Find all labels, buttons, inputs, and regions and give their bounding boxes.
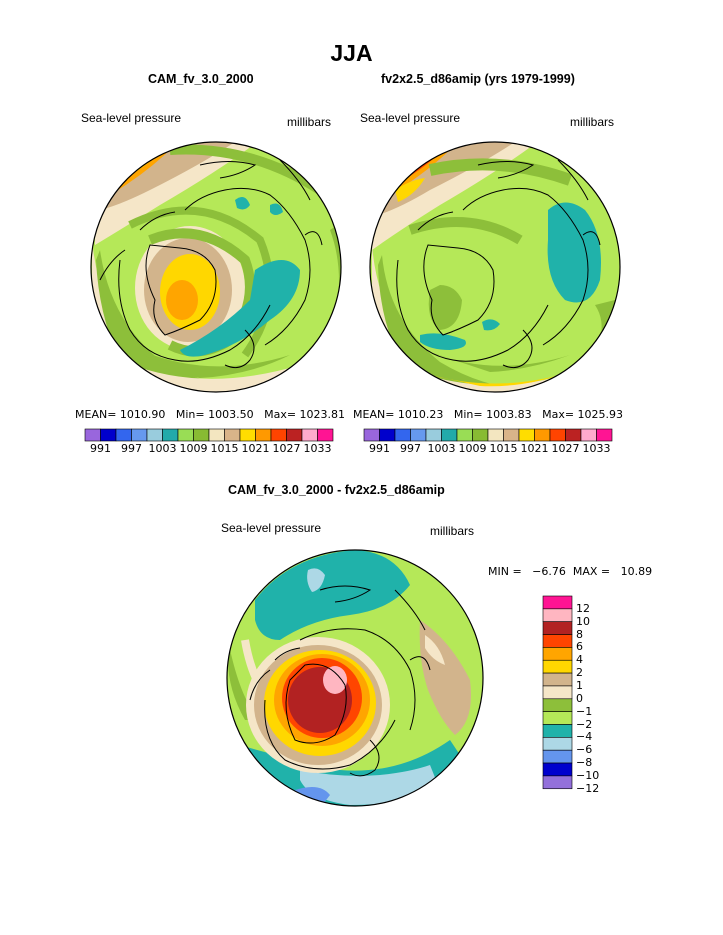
legend-swatch xyxy=(542,775,573,790)
colorbar-tick-label: 1003 xyxy=(148,442,177,455)
colorbar-swatch xyxy=(534,428,551,442)
legend-tick-label: 1 xyxy=(576,678,583,692)
colorbar-right xyxy=(363,428,613,442)
colorbar-swatch xyxy=(441,428,458,442)
legend-swatch xyxy=(542,737,573,751)
legend-swatch xyxy=(542,595,573,610)
colorbar-swatch xyxy=(379,428,396,442)
legend-swatch xyxy=(542,608,573,622)
colorbar-tick-label: 1021 xyxy=(520,442,549,455)
legend-tick-label: −12 xyxy=(576,781,600,795)
legend-tick-label: 6 xyxy=(576,640,583,654)
legend-tick-label: 10 xyxy=(576,614,590,628)
legend-swatch xyxy=(542,672,573,687)
legend-tick-label: 4 xyxy=(576,653,583,667)
colorbar-tick-label: 1015 xyxy=(489,442,518,455)
legend-tick-label: 12 xyxy=(576,601,590,615)
colorbar-swatch xyxy=(456,428,473,442)
colorbar-swatch xyxy=(549,428,566,442)
colorbar-tick-label: 1027 xyxy=(272,442,301,455)
colorbar-swatch xyxy=(131,428,148,442)
legend-tick-label: −4 xyxy=(576,730,593,744)
legend-tick-label: −2 xyxy=(576,717,593,731)
colorbar-tick-label: 1027 xyxy=(551,442,580,455)
colorbar-swatch xyxy=(255,428,272,442)
colorbar-tick-label: 1009 xyxy=(179,442,208,455)
colorbar-swatch xyxy=(239,428,256,442)
colorbar-swatch xyxy=(580,428,597,442)
panel-left-title: CAM_fv_3.0_2000 xyxy=(148,72,254,86)
colorbar-swatch xyxy=(503,428,520,442)
legend-swatch xyxy=(542,621,573,635)
colorbar-swatch xyxy=(425,428,442,442)
colorbar-swatch xyxy=(317,428,334,442)
colorbar-swatch xyxy=(177,428,194,442)
colorbar-swatch xyxy=(487,428,504,442)
panel-left-stats: MEAN= 1010.90 Min= 1003.50 Max= 1023.81 xyxy=(75,408,346,421)
colorbar-left xyxy=(84,428,334,442)
panel-right-units: millibars xyxy=(570,115,615,129)
colorbar-tick-label: 1003 xyxy=(427,442,456,455)
colorbar-difference xyxy=(542,595,573,790)
colorbar-swatch xyxy=(596,428,613,442)
diff-variable: Sea-level pressure xyxy=(221,521,322,535)
diff-title: CAM_fv_3.0_2000 - fv2x2.5_d86amip xyxy=(228,483,445,497)
legend-swatch xyxy=(542,762,573,777)
colorbar-tick-label: 1009 xyxy=(458,442,487,455)
legend-tick-label: −8 xyxy=(576,756,593,770)
map-cam-fv xyxy=(91,142,341,392)
colorbar-swatch xyxy=(162,428,179,442)
legend-tick-label: −1 xyxy=(576,704,593,718)
legend-swatch xyxy=(542,647,573,661)
colorbar-swatch xyxy=(565,428,582,442)
page-title: JJA xyxy=(330,40,373,66)
colorbar-swatch xyxy=(100,428,117,442)
legend-swatch xyxy=(542,634,573,648)
colorbar-swatch xyxy=(270,428,287,442)
colorbar-tick-label: 1033 xyxy=(303,442,332,455)
colorbar-swatch xyxy=(224,428,241,442)
diff-units: millibars xyxy=(430,524,475,538)
panel-right-title: fv2x2.5_d86amip (yrs 1979-1999) xyxy=(381,72,575,86)
colorbar-swatch xyxy=(193,428,210,442)
legend-swatch xyxy=(542,724,573,738)
legend-swatch xyxy=(542,749,573,764)
panel-right-variable: Sea-level pressure xyxy=(360,111,461,125)
colorbar-tick-label: 991 xyxy=(369,442,390,455)
colorbar-swatch xyxy=(286,428,303,442)
colorbar-swatch xyxy=(410,428,427,442)
colorbar-tick-label: 1015 xyxy=(210,442,239,455)
legend-tick-label: 2 xyxy=(576,666,583,680)
colorbar-swatch xyxy=(518,428,535,442)
legend-swatch xyxy=(542,711,573,725)
colorbar-swatch xyxy=(115,428,132,442)
legend-tick-label: 8 xyxy=(576,627,583,641)
colorbar-swatch xyxy=(208,428,225,442)
colorbar-tick-label: 991 xyxy=(90,442,111,455)
colorbar-swatch xyxy=(146,428,163,442)
legend-tick-label: −10 xyxy=(576,768,600,782)
panel-left-units: millibars xyxy=(287,115,332,129)
legend-swatch xyxy=(542,659,573,674)
legend-tick-label: 0 xyxy=(576,691,583,705)
legend-swatch xyxy=(542,698,573,712)
colorbar-tick-label: 997 xyxy=(400,442,421,455)
panel-right-stats: MEAN= 1010.23 Min= 1003.83 Max= 1025.93 xyxy=(353,408,624,421)
legend-swatch xyxy=(542,685,573,700)
legend-tick-label: −6 xyxy=(576,743,593,757)
colorbar-swatch xyxy=(301,428,318,442)
colorbar-tick-label: 997 xyxy=(121,442,142,455)
colorbar-swatch xyxy=(84,428,101,442)
colorbar-swatch xyxy=(363,428,380,442)
colorbar-tick-label: 1021 xyxy=(241,442,270,455)
colorbar-tick-label: 1033 xyxy=(582,442,611,455)
colorbar-swatch xyxy=(394,428,411,442)
diff-minmax: MIN = −6.76 MAX = 10.89 xyxy=(488,565,653,578)
panel-left-variable: Sea-level pressure xyxy=(81,111,182,125)
colorbar-swatch xyxy=(472,428,489,442)
